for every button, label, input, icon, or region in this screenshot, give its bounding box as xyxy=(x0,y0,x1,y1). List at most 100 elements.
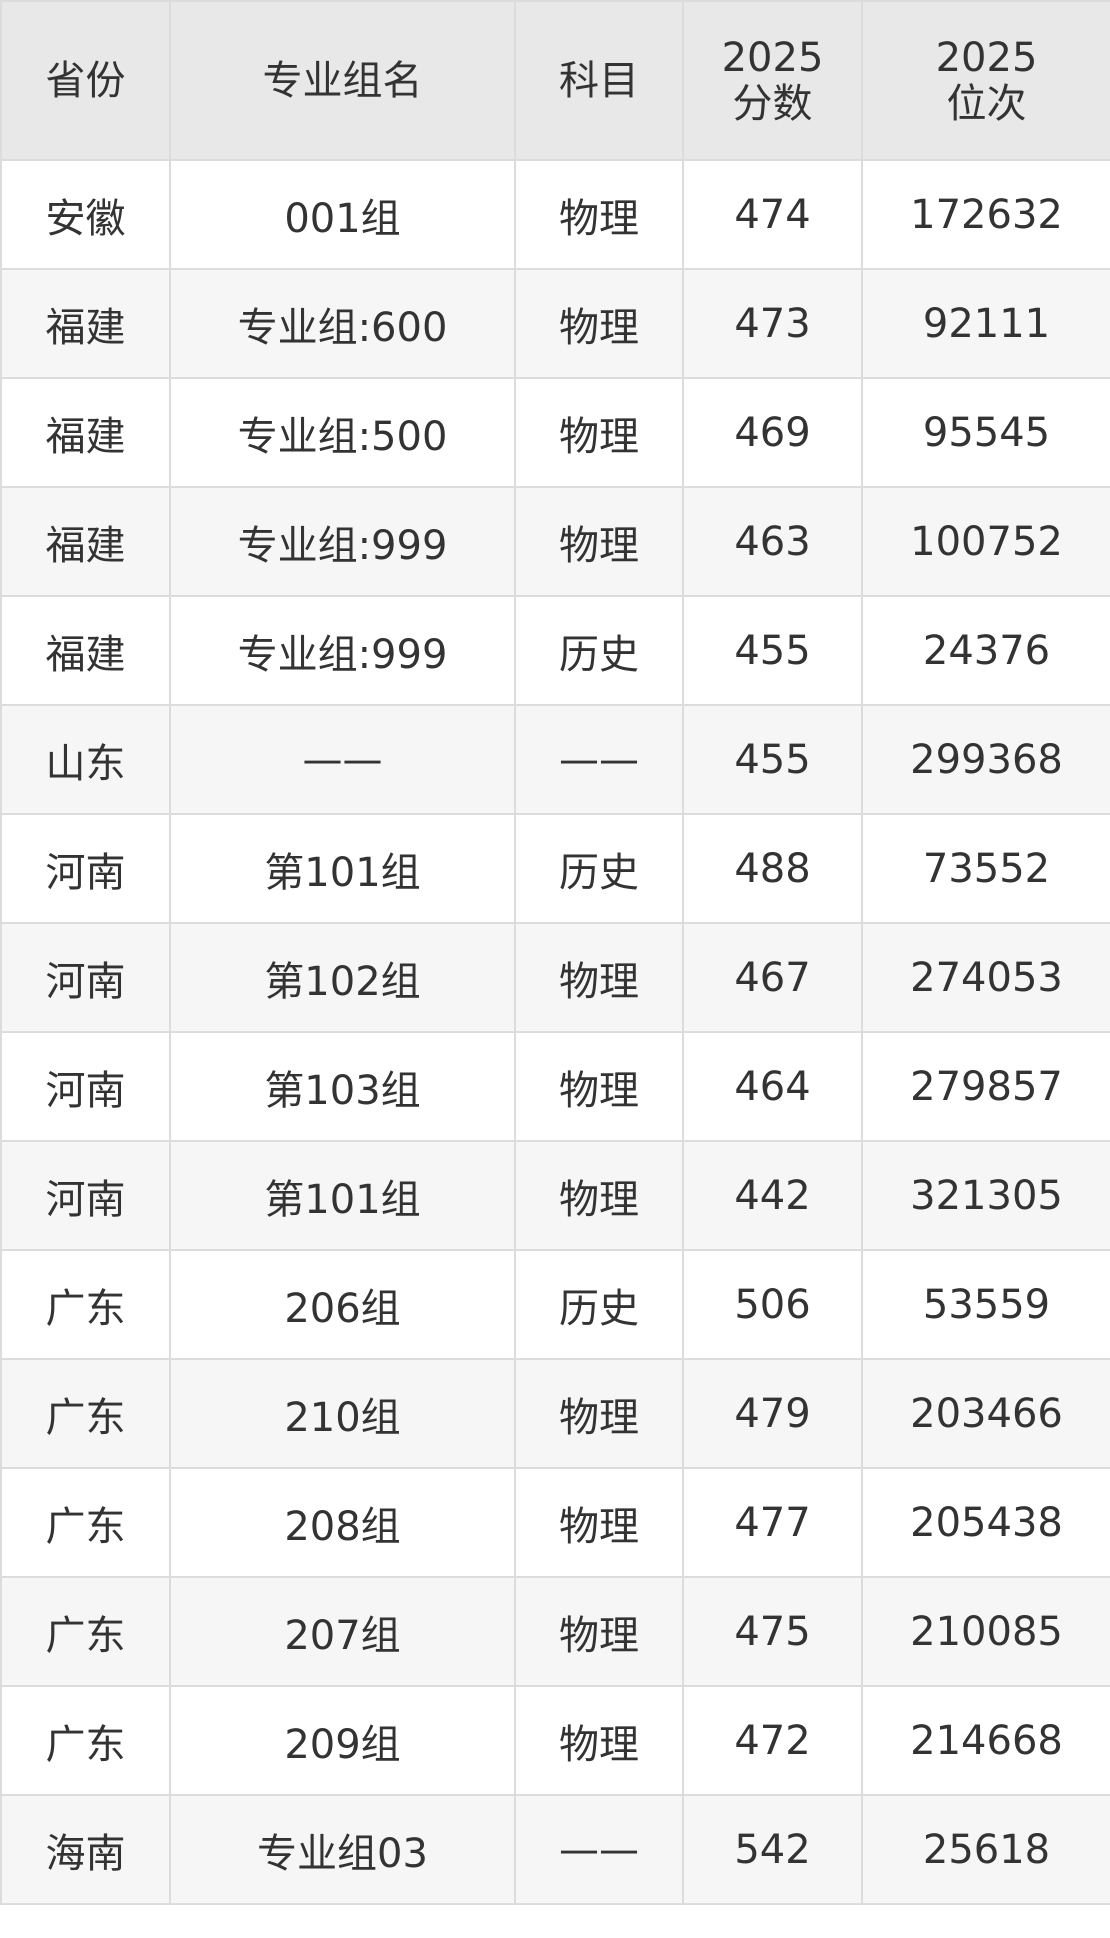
table-row: 海南 专业组03 —— 542 25618 xyxy=(0,1794,1110,1905)
table-cell: 203466 xyxy=(861,1358,1110,1469)
table-row: 福建 专业组:999 历史 455 24376 xyxy=(0,595,1110,706)
table-cell: 472 xyxy=(682,1685,863,1796)
table-cell: 河南 xyxy=(0,1031,171,1142)
table-cell: 274053 xyxy=(861,922,1110,1033)
table-row: 山东 —— —— 455 299368 xyxy=(0,704,1110,815)
table-cell: 206组 xyxy=(169,1249,516,1360)
table-cell: 455 xyxy=(682,704,863,815)
table-cell: 95545 xyxy=(861,377,1110,488)
table-cell: 福建 xyxy=(0,377,171,488)
table-cell: 第102组 xyxy=(169,922,516,1033)
table-cell: 479 xyxy=(682,1358,863,1469)
table-cell: 专业组:600 xyxy=(169,268,516,379)
table-cell: 海南 xyxy=(0,1794,171,1905)
table-cell: 25618 xyxy=(861,1794,1110,1905)
table-cell: 464 xyxy=(682,1031,863,1142)
table-cell: 469 xyxy=(682,377,863,488)
table-cell: 广东 xyxy=(0,1576,171,1687)
table-cell: 299368 xyxy=(861,704,1110,815)
table-cell: —— xyxy=(169,704,516,815)
table-cell: 安徽 xyxy=(0,159,171,270)
table-cell: 物理 xyxy=(514,159,684,270)
table-row: 福建 专业组:600 物理 473 92111 xyxy=(0,268,1110,379)
table-cell: 442 xyxy=(682,1140,863,1251)
table-row: 广东 210组 物理 479 203466 xyxy=(0,1358,1110,1469)
table-cell: 455 xyxy=(682,595,863,706)
table-cell: 历史 xyxy=(514,813,684,924)
table-cell: 物理 xyxy=(514,922,684,1033)
table-cell: 475 xyxy=(682,1576,863,1687)
table-row: 河南 第101组 物理 442 321305 xyxy=(0,1140,1110,1251)
table-cell: 73552 xyxy=(861,813,1110,924)
table-cell: 物理 xyxy=(514,1358,684,1469)
table-cell: 506 xyxy=(682,1249,863,1360)
table-row: 河南 第103组 物理 464 279857 xyxy=(0,1031,1110,1142)
table-cell: 209组 xyxy=(169,1685,516,1796)
table-cell: 172632 xyxy=(861,159,1110,270)
table-cell: 专业组:999 xyxy=(169,595,516,706)
table-cell: 92111 xyxy=(861,268,1110,379)
table-cell: 物理 xyxy=(514,1576,684,1687)
table-row: 河南 第102组 物理 467 274053 xyxy=(0,922,1110,1033)
table-row: 广东 209组 物理 472 214668 xyxy=(0,1685,1110,1796)
table-row: 福建 专业组:500 物理 469 95545 xyxy=(0,377,1110,488)
table-row: 广东 206组 历史 506 53559 xyxy=(0,1249,1110,1360)
table-cell: 第101组 xyxy=(169,813,516,924)
table-cell: 物理 xyxy=(514,268,684,379)
table-cell: 河南 xyxy=(0,922,171,1033)
table-cell: 279857 xyxy=(861,1031,1110,1142)
table-cell: 24376 xyxy=(861,595,1110,706)
table-cell: 210组 xyxy=(169,1358,516,1469)
table-cell: 专业组:500 xyxy=(169,377,516,488)
table-cell: —— xyxy=(514,704,684,815)
table-cell: 321305 xyxy=(861,1140,1110,1251)
header-cell: 专业组名 xyxy=(169,0,516,161)
table-cell: 物理 xyxy=(514,1467,684,1578)
table-cell: 100752 xyxy=(861,486,1110,597)
table-cell: —— xyxy=(514,1794,684,1905)
table-cell: 广东 xyxy=(0,1249,171,1360)
table-row: 安徽 001组 物理 474 172632 xyxy=(0,159,1110,270)
header-cell: 科目 xyxy=(514,0,684,161)
table-row: 广东 208组 物理 477 205438 xyxy=(0,1467,1110,1578)
table-cell: 历史 xyxy=(514,595,684,706)
table-cell: 488 xyxy=(682,813,863,924)
table-cell: 河南 xyxy=(0,1140,171,1251)
table-cell: 463 xyxy=(682,486,863,597)
table-cell: 第101组 xyxy=(169,1140,516,1251)
table-cell: 001组 xyxy=(169,159,516,270)
header-row: 省份 专业组名 科目 2025 分数 2025 位次 xyxy=(0,0,1110,161)
table-cell: 208组 xyxy=(169,1467,516,1578)
table-cell: 473 xyxy=(682,268,863,379)
table-cell: 207组 xyxy=(169,1576,516,1687)
table-body: 安徽 001组 物理 474 172632 福建 专业组:600 物理 473 92111 福建 专业… xyxy=(0,159,1110,1905)
table-row: 福建 专业组:999 物理 463 100752 xyxy=(0,486,1110,597)
table-cell: 河南 xyxy=(0,813,171,924)
table-cell: 物理 xyxy=(514,1031,684,1142)
header-cell: 2025 分数 xyxy=(682,0,863,161)
table-cell: 210085 xyxy=(861,1576,1110,1687)
table-row: 河南 第101组 历史 488 73552 xyxy=(0,813,1110,924)
table-cell: 477 xyxy=(682,1467,863,1578)
table-cell: 474 xyxy=(682,159,863,270)
table-cell: 山东 xyxy=(0,704,171,815)
table-cell: 542 xyxy=(682,1794,863,1905)
table-cell: 第103组 xyxy=(169,1031,516,1142)
table-cell: 福建 xyxy=(0,595,171,706)
table-cell: 福建 xyxy=(0,486,171,597)
table-cell: 广东 xyxy=(0,1467,171,1578)
table-cell: 专业组:999 xyxy=(169,486,516,597)
table-cell: 467 xyxy=(682,922,863,1033)
table-cell: 物理 xyxy=(514,1685,684,1796)
table-cell: 广东 xyxy=(0,1685,171,1796)
table-cell: 专业组03 xyxy=(169,1794,516,1905)
table-cell: 历史 xyxy=(514,1249,684,1360)
table-cell: 物理 xyxy=(514,1140,684,1251)
table-cell: 物理 xyxy=(514,486,684,597)
table-cell: 广东 xyxy=(0,1358,171,1469)
table-row: 广东 207组 物理 475 210085 xyxy=(0,1576,1110,1687)
table-cell: 物理 xyxy=(514,377,684,488)
header-cell: 2025 位次 xyxy=(861,0,1110,161)
